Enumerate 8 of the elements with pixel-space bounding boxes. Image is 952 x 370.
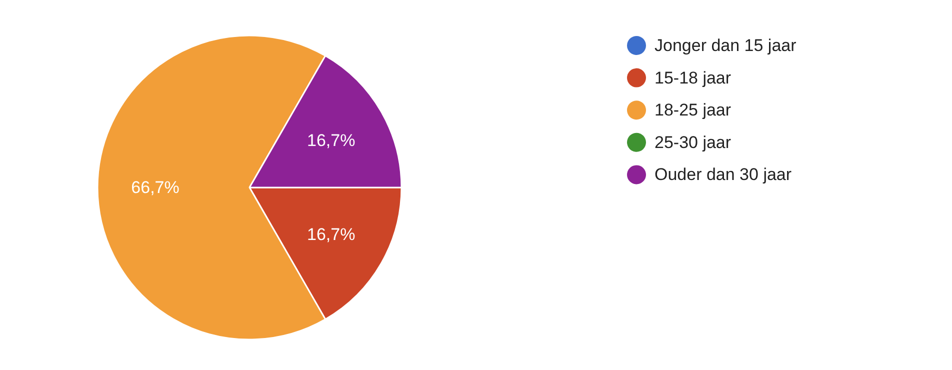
legend-label: Ouder dan 30 jaar: [654, 165, 792, 184]
legend-label: 15-18 jaar: [654, 68, 732, 88]
legend-label: 25-30 jaar: [654, 132, 732, 152]
data-label: 66,7%: [131, 178, 180, 197]
legend-label: Jonger dan 15 jaar: [654, 36, 797, 55]
data-label: 16,7%: [306, 225, 356, 244]
legend-label: 18-25 jaar: [654, 100, 732, 120]
data-label: 16,7%: [306, 130, 356, 150]
